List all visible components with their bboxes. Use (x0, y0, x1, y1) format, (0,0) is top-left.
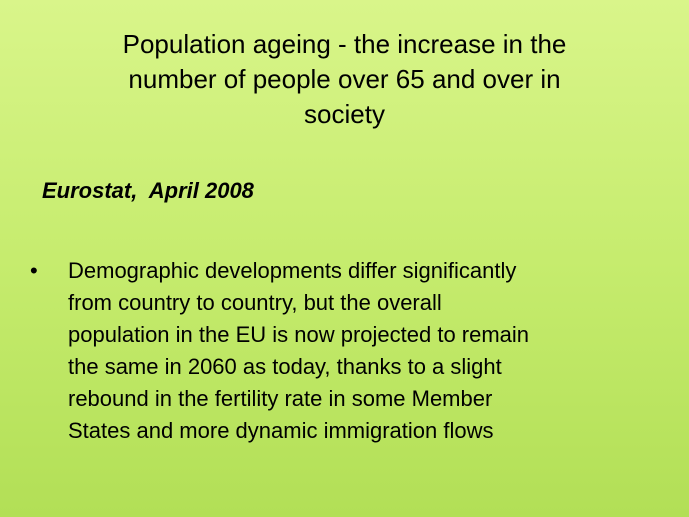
title-line: society (304, 99, 385, 129)
body-line: Demographic developments differ signific… (68, 258, 517, 283)
title-line: Population ageing - the increase in the (122, 29, 567, 59)
title-line: number of people over 65 and over in (128, 64, 561, 94)
body-line: population in the EU is now projected to… (68, 322, 530, 347)
body-line: States and more dynamic immigration flow… (68, 418, 494, 443)
body-line: from country to country, but the overall (68, 290, 442, 315)
body-line: the same in 2060 as today, thanks to a s… (68, 354, 502, 379)
bullet: • (30, 258, 38, 283)
body-line: rebound in the fertility rate in some Me… (68, 386, 493, 411)
source: Eurostat, April 2008 (42, 178, 254, 203)
